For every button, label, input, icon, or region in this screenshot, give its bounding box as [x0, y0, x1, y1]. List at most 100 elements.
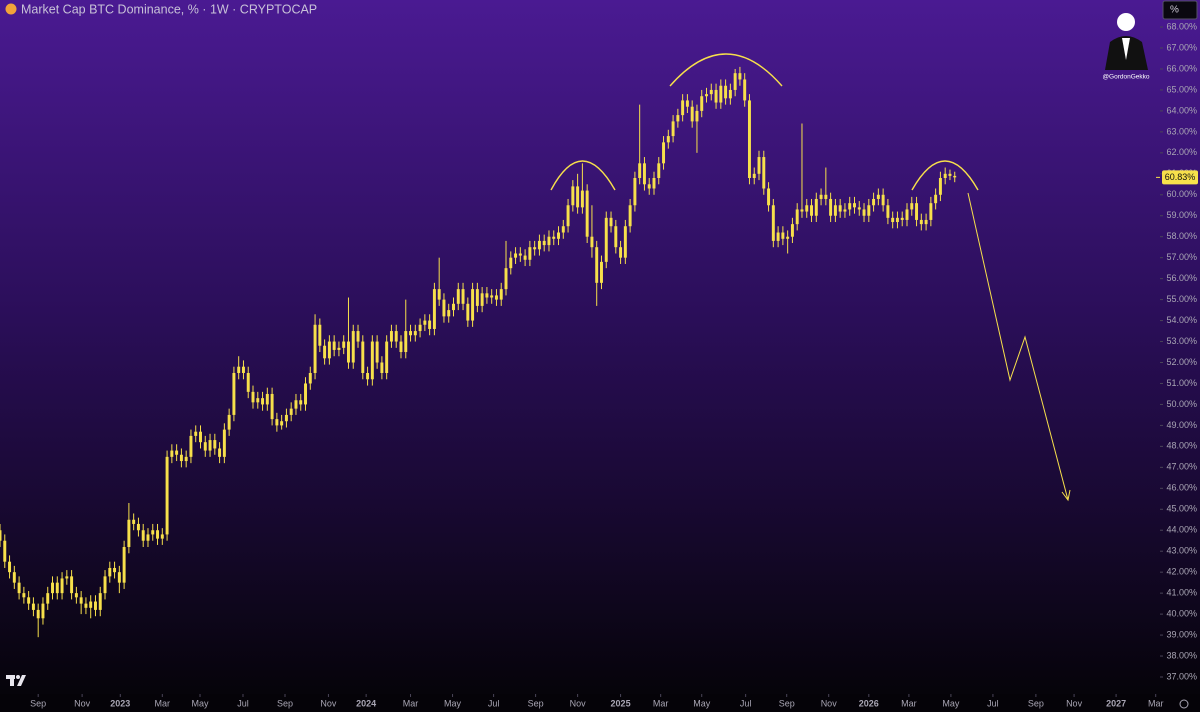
candle-body [623, 226, 627, 258]
candle-body [910, 203, 914, 210]
candle-body [662, 142, 666, 164]
candle-body [676, 115, 680, 122]
candle-body [0, 530, 2, 541]
scale-button[interactable] [1162, 0, 1198, 20]
candle-body [136, 523, 140, 531]
scale-button-label[interactable]: % [1170, 5, 1179, 16]
x-tick-label: Jul [987, 698, 999, 708]
candle-body [89, 601, 93, 608]
candle-body [824, 194, 828, 199]
candle-body [800, 209, 804, 212]
candle-body [767, 188, 771, 206]
x-tick-label: Sep [1028, 698, 1044, 708]
candle-body [146, 534, 150, 541]
candle-body [246, 372, 250, 392]
candle-body [227, 414, 231, 430]
candle-body [284, 414, 288, 422]
candle-body [461, 289, 465, 304]
candle-body [380, 362, 384, 373]
candle-body [876, 194, 880, 199]
y-tick-label: 55.00% [1166, 294, 1197, 304]
candle-body [948, 173, 952, 176]
candle-body [485, 293, 489, 298]
candle-body [370, 341, 374, 380]
y-tick-label: 40.00% [1166, 608, 1197, 618]
x-tick-label: 2023 [110, 698, 130, 708]
x-tick-label: Sep [277, 698, 293, 708]
candle-body [843, 209, 847, 212]
candle-body [237, 366, 241, 373]
candle-body [241, 366, 245, 373]
candle-body [79, 597, 83, 604]
last-price-label: 60.83% [1165, 172, 1196, 182]
y-tick-label: 62.00% [1166, 147, 1197, 157]
candle-body [862, 209, 866, 216]
candle-body [771, 205, 775, 241]
candle-body [494, 295, 498, 300]
candle-body [652, 178, 656, 189]
candle-body [323, 345, 327, 359]
candle-body [614, 226, 618, 248]
candle-body [666, 136, 670, 143]
candle-body [490, 295, 494, 298]
candle-body [108, 567, 112, 577]
y-tick-label: 64.00% [1166, 105, 1197, 115]
candle-body [609, 217, 613, 227]
candle-body [685, 100, 689, 107]
candle-body [499, 289, 503, 300]
candle-body [953, 175, 957, 178]
candle-body [447, 310, 451, 317]
y-tick-label: 37.00% [1166, 671, 1197, 681]
candle-body [886, 205, 890, 218]
candle-body [41, 603, 45, 619]
candle-body [848, 203, 852, 210]
candle-body [194, 431, 198, 436]
x-tick-label: Mar [403, 698, 419, 708]
candle-body [208, 440, 212, 451]
x-tick-label: Mar [901, 698, 917, 708]
y-tick-label: 45.00% [1166, 504, 1197, 514]
arrow-head [1061, 489, 1071, 502]
y-tick-label: 57.00% [1166, 252, 1197, 262]
candle-body [819, 194, 823, 199]
candle-body [179, 454, 183, 462]
candle-body [399, 341, 403, 353]
candle-body [671, 121, 675, 137]
y-tick-label: 65.00% [1166, 84, 1197, 94]
left-shoulder-arc [550, 160, 616, 191]
candle-body [795, 209, 799, 225]
candle-body [838, 205, 842, 212]
candle-body [74, 593, 78, 598]
candle-body [156, 530, 160, 539]
candle-body [308, 372, 312, 384]
candle-body [418, 324, 422, 332]
candle-body [160, 534, 164, 539]
x-tick-label: Nov [821, 698, 838, 708]
x-tick-label: 2024 [356, 698, 376, 708]
candle-body [776, 232, 780, 241]
x-tick-label: Sep [779, 698, 795, 708]
y-tick-label: 67.00% [1166, 42, 1197, 52]
candle-body [728, 89, 732, 99]
y-tick-label: 54.00% [1166, 315, 1197, 325]
y-tick-label: 53.00% [1166, 336, 1197, 346]
candle-body [218, 448, 222, 457]
candle-body [313, 324, 317, 373]
candle-body [356, 331, 360, 342]
x-tick-label: 2027 [1106, 698, 1126, 708]
candle-body [466, 303, 470, 321]
candle-body [432, 289, 436, 329]
candle-body [829, 198, 833, 216]
x-tick-label: Nov [74, 698, 91, 708]
y-tick-label: 50.00% [1166, 399, 1197, 409]
candle-body [55, 582, 59, 594]
candle-body [413, 331, 417, 336]
y-tick-label: 59.00% [1166, 210, 1197, 220]
candle-body [905, 209, 909, 220]
candle-body [561, 226, 565, 233]
settings-icon[interactable] [1179, 699, 1189, 709]
y-tick-label: 52.00% [1166, 357, 1197, 367]
watermark-text: @GordonGekko [1102, 74, 1149, 81]
candle-body [814, 198, 818, 216]
candle-body [175, 450, 179, 455]
